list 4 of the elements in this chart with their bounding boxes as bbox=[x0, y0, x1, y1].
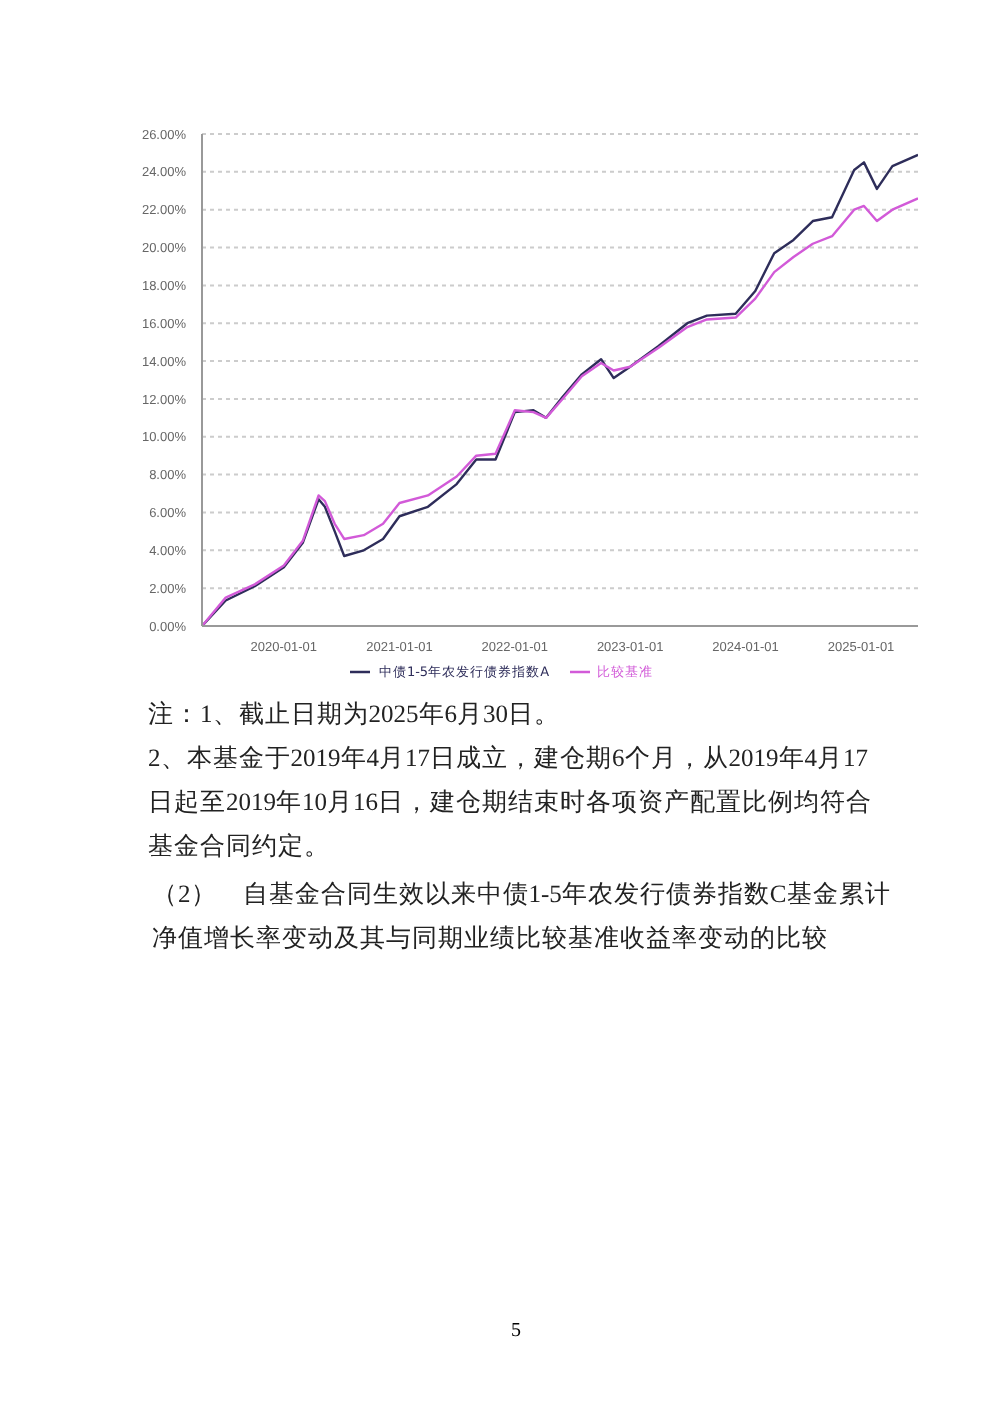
text: （2） 自基金合同生效以来中债1-5年农发行债券指数C基金累计净值增长率变动及其与同期业绩比较基准收益率变动的比较 bbox=[150, 878, 892, 956]
text: 2、本基金于2019年4月17日成立，建仓期6个月，从2019年4月17日起至2019年10月16日，建仓期结束时各项资产配置比例均符合基金合同约定。 bbox=[148, 742, 874, 864]
text: 注：1、截止日期为2025年6月30日。 bbox=[148, 698, 562, 732]
text: 5 bbox=[509, 1320, 523, 1342]
